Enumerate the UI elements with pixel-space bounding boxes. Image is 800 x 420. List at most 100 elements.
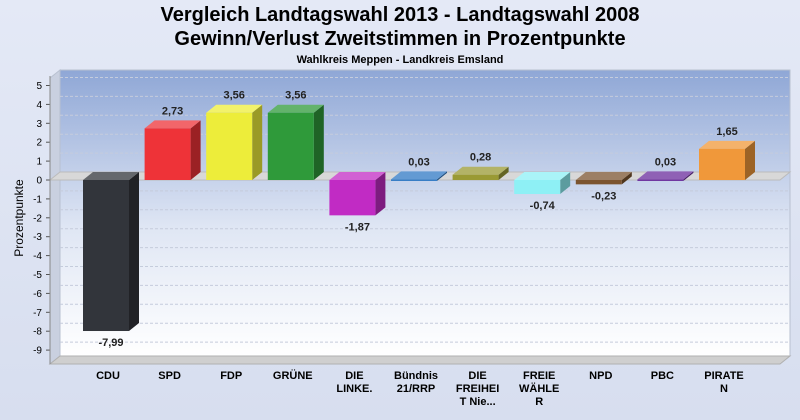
data-label: 0,03 [408,156,429,168]
x-tick-label: PIRATE N [704,370,744,395]
data-label: -0,74 [530,200,556,212]
bar-front [144,128,191,180]
data-label: 1,65 [716,126,737,138]
data-label: 2,73 [162,105,183,117]
bar [144,120,201,180]
bar [267,104,324,180]
x-tick-label: DIE FREIHEI T Nie... [456,370,499,408]
x-tick-label: NPD [589,370,612,382]
x-tick-label-line: FDP [220,370,242,382]
bar [83,172,139,332]
bar-front [391,179,437,181]
x-tick-label-line: PBC [651,370,674,382]
bar [391,171,447,181]
x-tick-label: FREIE WÄHLE R [519,370,559,408]
y-tick-label: -7 [33,308,42,319]
plot-left-wall [49,68,61,366]
x-tick-label-line: N [720,383,728,395]
bar-front [699,148,745,180]
y-tick-label: -1 [33,194,42,205]
bar-side [313,104,324,180]
chart-subtitle-line: Gewinn/Verlust Zweitstimmen in Prozentpu… [174,28,626,50]
y-tick-label: 3 [36,119,42,130]
bar [452,166,509,180]
bar-side [252,104,263,180]
chart-subtitle: Wahlkreis Meppen - Landkreis Emsland [296,54,504,66]
x-tick-label-line: LINKE. [336,383,372,395]
bar-top [575,172,632,180]
bar [637,171,694,181]
y-tick-label: -9 [33,346,42,357]
data-label: 0,03 [655,156,676,168]
x-tick-label-line: PIRATE [704,370,744,382]
data-label: 3,56 [223,90,244,102]
bar [329,172,386,216]
data-label: 3,56 [285,90,306,102]
y-tick-label: 0 [36,176,42,187]
y-tick-label: 4 [36,100,42,111]
bar-top [144,120,201,129]
chart-title: Vergleich Landtagswahl 2013 - Landtagswa… [160,4,640,26]
x-tick-label-line: 21/RRP [397,383,436,395]
bar [699,140,755,180]
x-tick-label-line: CDU [96,370,120,382]
x-tick-label-line: NPD [589,370,612,382]
bar-side [621,172,632,185]
bar-top [206,104,263,113]
x-tick-label-line: SPD [158,370,181,382]
x-tick-label-line: DIE [468,370,486,382]
y-tick-label: 1 [36,157,42,168]
data-label: -1,87 [345,221,370,233]
bar-front [637,179,684,181]
bar-front [329,180,376,216]
bar-side [129,172,139,332]
data-label: -7,99 [98,337,123,349]
bar-side [190,120,201,180]
bar [514,172,571,194]
bar-top [514,172,571,180]
bar-front [83,180,129,332]
x-tick-label: Bündnis 21/RRP [394,370,438,395]
x-tick-label-line: FREIE [523,370,555,382]
plot-floor [48,355,792,365]
x-tick-label-line: DIE [345,370,363,382]
bar-top [267,104,324,113]
bar [206,104,263,180]
bar-front [206,112,253,180]
bar-front [575,180,622,185]
bar-side [683,171,694,181]
x-tick-label-line: FREIHEI [456,383,499,395]
x-tick-label-line: R [535,396,543,408]
bar-front [267,112,314,180]
bar-top [83,172,139,180]
x-tick-label: PBC [651,370,674,382]
y-tick-label: -4 [33,251,42,262]
bar-side [745,140,755,180]
bar-side [437,171,447,181]
bar [575,172,632,185]
bar-top [329,172,386,180]
x-tick-label: DIE LINKE. [336,370,372,395]
bar-side [498,166,509,180]
y-tick-label: -2 [33,213,42,224]
y-tick-label: -6 [33,289,42,300]
x-tick-label-line: GRÜNE [273,369,313,382]
x-tick-label: SPD [158,370,181,382]
x-tick-label: GRÜNE [273,369,313,382]
data-label: 0,28 [470,152,491,164]
x-tick-label: FDP [220,370,242,382]
y-tick-label: 2 [36,138,42,149]
y-tick-label: 5 [36,81,42,92]
y-tick-label: -8 [33,327,42,338]
bar-top [452,166,509,175]
x-tick-label-line: Bündnis [394,370,438,382]
bar-top [391,171,447,180]
bar-side [560,172,571,194]
bar-front [514,180,561,194]
bar-side [375,172,386,216]
x-tick-label-line: T Nie... [460,396,496,408]
x-tick-label: CDU [96,370,120,382]
bar-front [452,174,499,180]
y-tick-label: -3 [33,232,42,243]
